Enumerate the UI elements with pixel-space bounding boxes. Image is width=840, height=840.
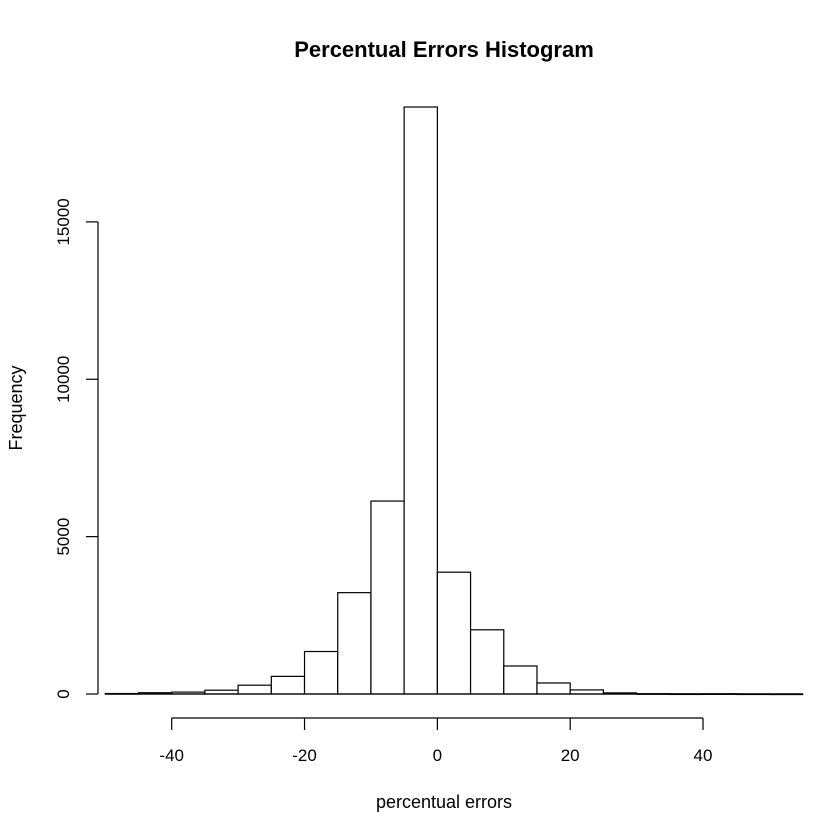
x-tick-label: -40: [159, 746, 184, 765]
histogram-bar: [237, 684, 272, 695]
y-tick-label: 10000: [54, 356, 73, 403]
histogram-bar: [503, 665, 538, 695]
y-tick-label: 0: [54, 689, 73, 698]
histogram-bar: [569, 689, 604, 695]
x-axis-label: percentual errors: [376, 792, 512, 812]
histogram-bar: [469, 629, 505, 695]
x-axis: -40 -20 0 20 40: [159, 717, 713, 765]
y-axis: 0 5000 10000 15000: [54, 198, 99, 699]
histogram-bar: [303, 650, 339, 695]
y-tick-label: 5000: [54, 518, 73, 556]
histogram-bar: [370, 500, 405, 695]
y-tick-label: 15000: [54, 198, 73, 245]
x-tick-label: 0: [433, 746, 442, 765]
histogram-bar: [436, 571, 472, 695]
x-tick-label: 20: [561, 746, 580, 765]
x-tick-label: 40: [694, 746, 713, 765]
histogram-bar: [270, 675, 306, 695]
y-axis-label: Frequency: [6, 365, 26, 450]
x-tick-label: -20: [292, 746, 317, 765]
histogram-bar: [337, 592, 372, 695]
bars-group: [104, 106, 804, 696]
histogram-bar: [536, 682, 571, 695]
histogram-bar: [403, 106, 438, 695]
chart-title: Percentual Errors Histogram: [294, 37, 594, 62]
